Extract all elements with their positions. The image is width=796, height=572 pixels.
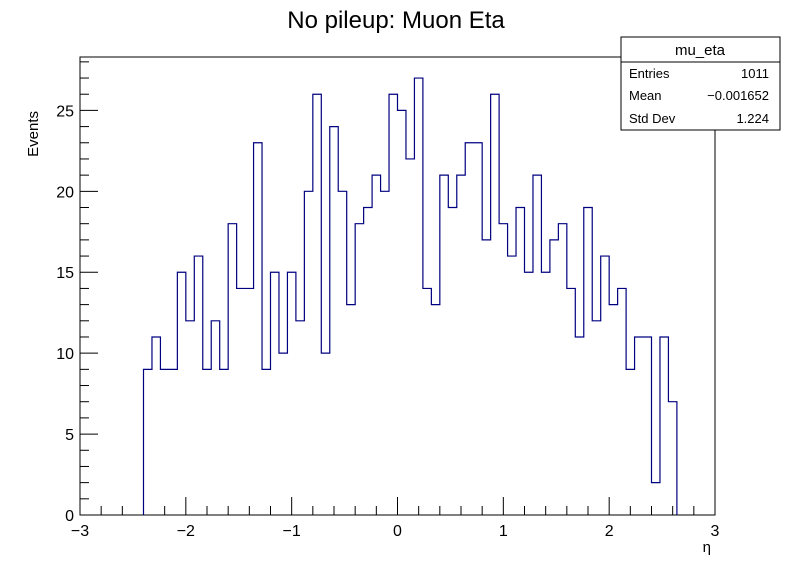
y-tick-label: 0 xyxy=(65,508,74,525)
stats-stddev-label: Std Dev xyxy=(629,111,676,126)
y-tick-label: 10 xyxy=(56,346,74,363)
stats-entries-label: Entries xyxy=(629,66,670,81)
x-tick-label: 3 xyxy=(711,523,720,540)
x-tick-label: 1 xyxy=(499,523,508,540)
axis-tick-labels: −3 −2 −1 0 1 2 3 0 5 10 15 20 25 xyxy=(56,103,719,540)
x-tick-label: 0 xyxy=(393,523,402,540)
x-tick-label: −3 xyxy=(71,523,89,540)
stats-box-frame xyxy=(620,36,781,131)
y-tick-label: 25 xyxy=(56,103,74,120)
x-tick-label: 2 xyxy=(605,523,614,540)
x-tick-label: −2 xyxy=(177,523,195,540)
y-tick-label: 5 xyxy=(65,427,74,444)
histogram-series-line xyxy=(142,77,678,515)
y-tick-label: 20 xyxy=(56,184,74,201)
x-tick-label: −1 xyxy=(283,523,301,540)
x-axis-title: η xyxy=(703,539,711,556)
chart-title: No pileup: Muon Eta xyxy=(287,7,505,34)
axis-ticks xyxy=(79,61,716,516)
stats-mean-value: −0.001652 xyxy=(707,88,769,103)
y-axis-title: Events xyxy=(25,111,42,157)
stats-stddev-value: 1.224 xyxy=(736,111,769,126)
stats-mean-label: Mean xyxy=(629,88,662,103)
stats-box-title: mu_eta xyxy=(675,42,726,59)
stats-box: mu_eta Entries 1011 Mean −0.001652 Std D… xyxy=(620,36,781,131)
stats-entries-value: 1011 xyxy=(741,66,769,81)
y-tick-label: 15 xyxy=(56,265,74,282)
